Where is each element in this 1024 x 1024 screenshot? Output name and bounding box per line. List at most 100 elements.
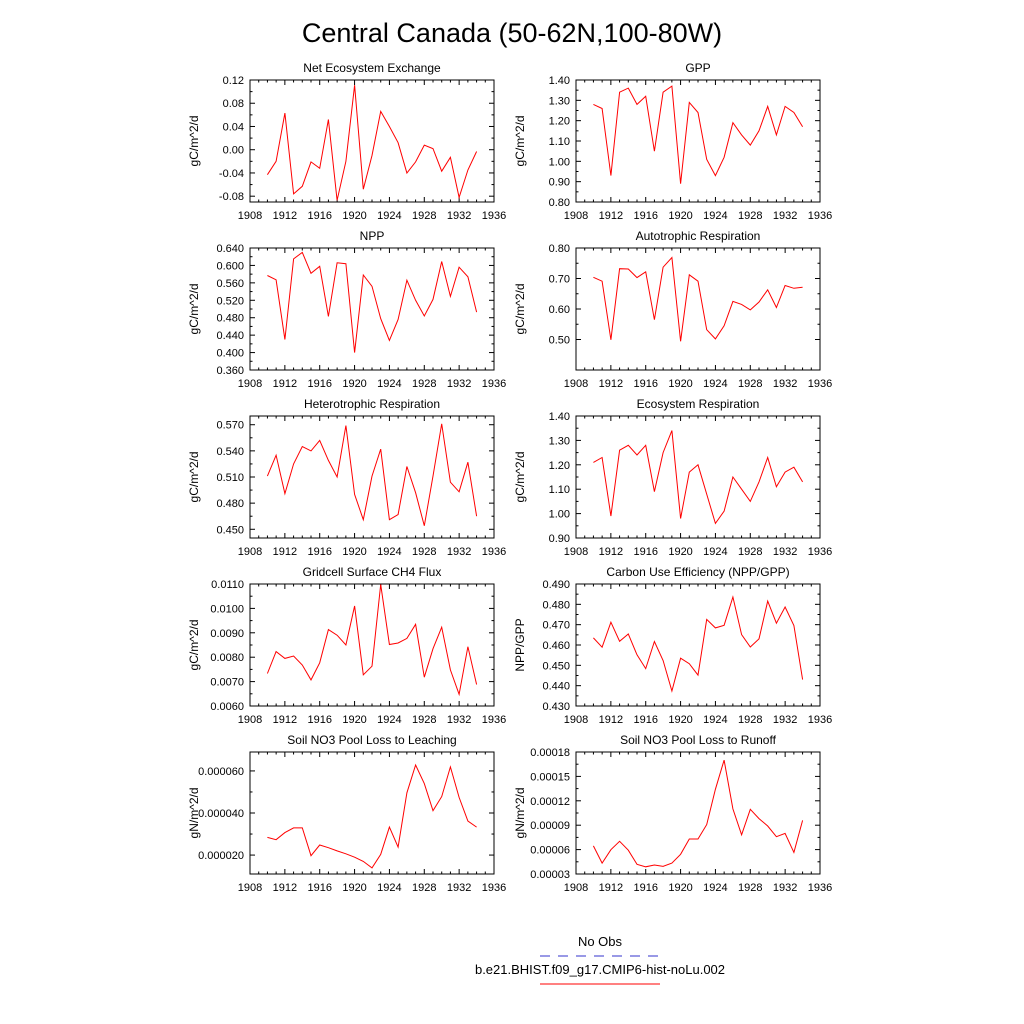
y-tick-label: 1.20 [549, 460, 570, 472]
y-axis-label: gN/m^2/d [513, 788, 527, 839]
y-tick-label: 0.570 [216, 420, 244, 432]
x-tick-label: 1908 [238, 378, 262, 390]
y-tick-label: 0.12 [223, 75, 244, 87]
y-tick-label: 0.50 [549, 335, 570, 347]
x-tick-label: 1908 [564, 210, 588, 222]
x-tick-label: 1928 [738, 882, 762, 894]
panel-title: Ecosystem Respiration [637, 397, 760, 411]
x-tick-label: 1924 [703, 714, 727, 726]
y-tick-label: 0.480 [216, 498, 244, 510]
x-tick-label: 1920 [342, 210, 366, 222]
x-tick-label: 1916 [307, 546, 331, 558]
y-tick-label: 0.600 [216, 260, 244, 272]
plot-frame [575, 79, 821, 203]
panel-title: Heterotrophic Respiration [304, 397, 440, 411]
y-tick-label: 1.30 [549, 435, 570, 447]
x-tick-label: 1912 [273, 882, 297, 894]
y-tick-label: 1.10 [549, 484, 570, 496]
plot-frame [249, 751, 495, 875]
y-tick-label: 0.520 [216, 295, 244, 307]
x-tick-label: 1912 [599, 210, 623, 222]
x-tick-label: 1924 [377, 378, 401, 390]
x-tick-label: 1936 [482, 378, 506, 390]
x-tick-label: 1936 [808, 546, 832, 558]
x-tick-label: 1936 [482, 882, 506, 894]
x-tick-label: 1908 [238, 882, 262, 894]
x-tick-label: 1932 [447, 378, 471, 390]
series-line [592, 759, 804, 868]
x-tick-label: 1916 [307, 714, 331, 726]
plot-frame [575, 583, 821, 707]
y-tick-label: 0.08 [223, 98, 244, 110]
y-axis-label: gC/m^2/d [187, 620, 201, 671]
series-line [266, 423, 478, 526]
y-tick-label: 0.00003 [530, 869, 570, 881]
x-tick-label: 1932 [773, 882, 797, 894]
y-tick-label: 0.80 [549, 243, 570, 255]
y-axis-label: NPP/GPP [513, 618, 527, 671]
x-tick-label: 1912 [273, 546, 297, 558]
x-tick-label: 1916 [307, 378, 331, 390]
y-tick-label: 0.470 [542, 620, 570, 632]
x-tick-label: 1912 [273, 714, 297, 726]
chart-panels: Net Ecosystem Exchange gC/m^2/d 1908 1912 19… [187, 61, 832, 894]
series-line [593, 595, 804, 693]
y-tick-label: 0.0080 [210, 652, 244, 664]
panel-gpp: GPP gC/m^2/d 1908 1912 1916 1920 1924 1928 1932 1… [513, 61, 832, 222]
x-tick-label: 1924 [377, 882, 401, 894]
y-tick-label: 0.00015 [530, 771, 570, 783]
x-tick-label: 1936 [808, 714, 832, 726]
y-axis-label: gC/m^2/d [513, 284, 527, 335]
y-tick-label: 0.560 [216, 278, 244, 290]
x-tick-label: 1912 [599, 378, 623, 390]
plot-frame [575, 415, 821, 539]
figure-title: Central Canada (50-62N,100-80W) [302, 18, 722, 48]
x-tick-label: 1908 [238, 714, 262, 726]
plot-frame [575, 247, 821, 371]
x-tick-label: 1928 [738, 546, 762, 558]
series-line [593, 85, 804, 184]
y-tick-label: 0.430 [542, 701, 570, 713]
x-tick-label: 1924 [377, 714, 401, 726]
x-tick-label: 1928 [412, 378, 436, 390]
x-tick-label: 1928 [738, 378, 762, 390]
panel-title: Autotrophic Respiration [636, 229, 761, 243]
x-tick-label: 1928 [738, 714, 762, 726]
y-tick-label: 0.90 [549, 177, 570, 189]
y-tick-label: 0.450 [542, 660, 570, 672]
x-tick-label: 1916 [307, 882, 331, 894]
y-tick-label: 1.00 [549, 509, 570, 521]
y-tick-label: 0.450 [216, 524, 244, 536]
x-tick-label: 1928 [738, 210, 762, 222]
y-tick-label: 0.0090 [210, 628, 244, 640]
y-tick-label: 1.20 [549, 116, 570, 128]
y-axis-label: gC/m^2/d [187, 452, 201, 503]
legend-label-model-run: b.e21.BHIST.f09_g17.CMIP6-hist-noLu.002 [475, 962, 725, 977]
y-tick-label: 1.00 [549, 156, 570, 168]
y-axis-label: gN/m^2/d [187, 788, 201, 839]
panel-title: GPP [685, 61, 710, 75]
y-axis-label: gC/m^2/d [513, 452, 527, 503]
panel-title: NPP [360, 229, 385, 243]
y-tick-label: 0.490 [542, 579, 570, 591]
y-tick-label: 0.480 [542, 599, 570, 611]
x-tick-label: 1912 [599, 882, 623, 894]
x-tick-label: 1916 [633, 378, 657, 390]
panel-heterotrophic-respiration: Heterotrophic Respiration gC/m^2/d 1908 191… [187, 397, 506, 558]
x-tick-label: 1920 [342, 378, 366, 390]
y-tick-label: 0.360 [216, 365, 244, 377]
y-tick-label: 0.90 [549, 533, 570, 545]
y-tick-label: 0.0110 [211, 579, 244, 591]
x-tick-label: 1924 [703, 546, 727, 558]
panel-title: Soil NO3 Pool Loss to Leaching [287, 733, 456, 747]
y-tick-label: -0.08 [219, 191, 244, 203]
y-axis-label: gC/m^2/d [187, 284, 201, 335]
panel-title: Carbon Use Efficiency (NPP/GPP) [606, 565, 789, 579]
y-tick-label: 0.0070 [210, 677, 244, 689]
panel-carbon-use-efficiency-npp-gpp: Carbon Use Efficiency (NPP/GPP) NPP/GPP 19… [513, 565, 832, 726]
series-line [267, 763, 477, 869]
panel-soil-no3-pool-loss-to-runoff: Soil NO3 Pool Loss to Runoff gN/m^2/d 1908… [513, 733, 832, 894]
x-tick-label: 1932 [447, 210, 471, 222]
legend-label-no-obs: No Obs [578, 934, 623, 949]
